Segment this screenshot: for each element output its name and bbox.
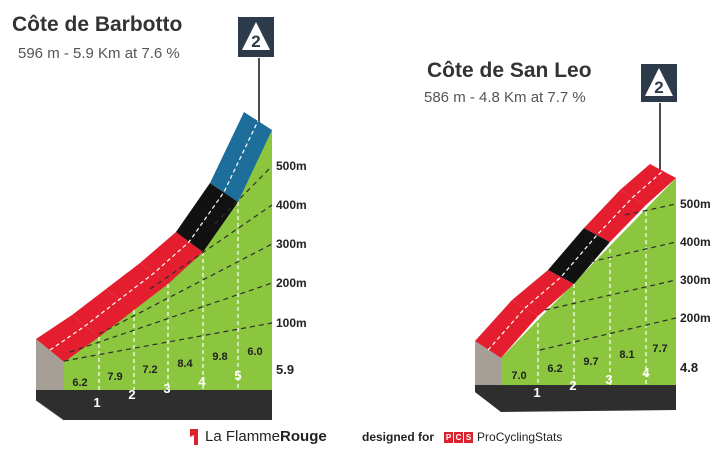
segment-4 <box>140 232 203 284</box>
km-marker: 5 <box>234 368 241 383</box>
pcs-letter: S <box>464 431 474 443</box>
category-number: 2 <box>251 32 260 51</box>
gradient-label: 6.2 <box>547 363 562 375</box>
segment-2 <box>72 289 134 337</box>
chart-barbotto: Côte de Barbotto 596 m - 5.9 Km at 7.6 %… <box>12 13 307 421</box>
chart-title: Côte de Barbotto <box>12 13 182 36</box>
designed-for-label: designed for <box>362 430 435 444</box>
mountain-icon <box>242 22 270 50</box>
brand-name-plain: La Flamme <box>205 428 281 445</box>
brand-name-bold: Rouge <box>280 428 327 445</box>
gradient-label: 6.2 <box>72 377 87 389</box>
gradient-label: 7.2 <box>142 364 157 376</box>
y-tick-label: 100m <box>276 316 307 330</box>
km-marker: 3 <box>163 381 170 396</box>
segment-5 <box>176 183 238 252</box>
segment-1 <box>36 315 99 362</box>
profile-top-surface <box>36 112 272 362</box>
gradient-label: 8.1 <box>619 349 634 361</box>
km-marker: 1 <box>533 385 540 400</box>
km-marker: 3 <box>605 372 612 387</box>
gradient-label: 9.8 <box>212 351 227 363</box>
altitude-gridlines <box>63 165 273 362</box>
footer: La Flamme Rouge designed for P C S ProCyc… <box>0 428 722 450</box>
km-marker: 4 <box>198 374 206 389</box>
total-distance: 4.8 <box>680 360 698 375</box>
y-tick-label: 200m <box>276 276 307 290</box>
gradient-label: 7.7 <box>652 343 667 355</box>
profile-front <box>501 178 676 385</box>
gradient-label: 6.0 <box>247 346 262 358</box>
segment-5 <box>620 164 676 205</box>
brand-logo[interactable]: La Flamme Rouge <box>186 428 327 445</box>
segment-1 <box>475 300 538 358</box>
chart-subtitle: 596 m - 5.9 Km at 7.6 % <box>18 45 180 62</box>
chart-subtitle: 586 m - 4.8 Km at 7.7 % <box>424 89 586 106</box>
profile-top-surface <box>475 164 676 358</box>
pcs-name: ProCyclingStats <box>477 430 563 444</box>
y-tick-label: 500m <box>276 159 307 173</box>
y-tick-label: 500m <box>680 197 711 211</box>
km-marker: 1 <box>93 395 100 410</box>
km-marker: 2 <box>128 387 135 402</box>
segment-3 <box>548 228 610 284</box>
y-tick-label: 200m <box>680 311 711 325</box>
distance-band <box>475 385 676 412</box>
credit[interactable]: designed for P C S ProCyclingStats <box>362 430 562 444</box>
km-gridlines <box>98 202 239 390</box>
distance-band <box>36 390 272 420</box>
y-tick-label: 300m <box>680 273 711 287</box>
flame-icon <box>190 428 198 445</box>
y-tick-label: 400m <box>276 198 307 212</box>
km-marker: 4 <box>642 365 650 380</box>
gradient-label: 7.0 <box>511 370 526 382</box>
y-tick-label: 300m <box>276 237 307 251</box>
pcs-letter: P <box>444 431 454 443</box>
gradient-label: 8.4 <box>177 358 193 370</box>
altitude-gridlines <box>539 203 677 351</box>
gradient-label: 7.9 <box>107 371 122 383</box>
pcs-letter: C <box>454 431 464 443</box>
total-distance: 5.9 <box>276 362 294 377</box>
mountain-icon <box>645 68 673 96</box>
pcs-logo-icon: P C S <box>444 431 474 443</box>
km-gridlines <box>537 205 647 385</box>
category-number: 2 <box>654 78 663 97</box>
km-marker: 2 <box>569 378 576 393</box>
chart-title: Côte de San Leo <box>427 59 592 82</box>
chart-san-leo: Côte de San Leo 586 m - 4.8 Km at 7.7 % … <box>424 59 711 412</box>
gradient-label: 9.7 <box>583 356 598 368</box>
y-tick-label: 400m <box>680 235 711 249</box>
